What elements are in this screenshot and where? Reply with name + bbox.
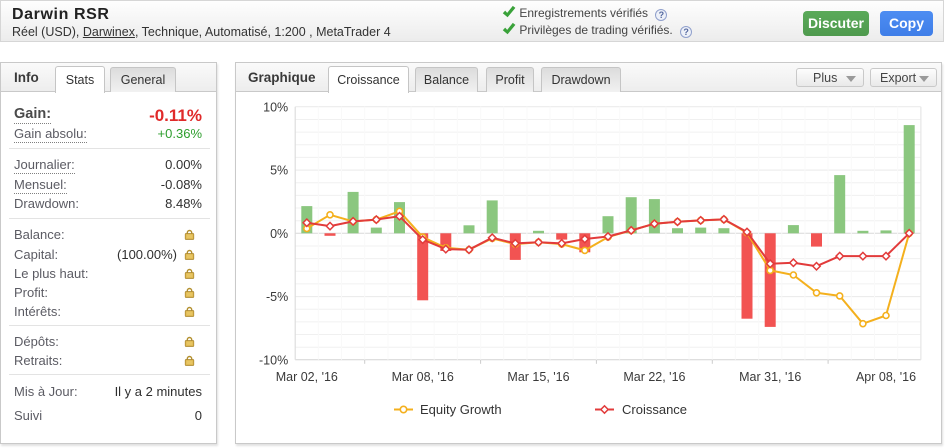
svg-text:Mar 22, '16: Mar 22, '16 — [623, 370, 685, 384]
svg-text:-5%: -5% — [266, 290, 288, 304]
svg-text:Mar 31, '16: Mar 31, '16 — [739, 370, 801, 384]
svg-text:Mar 02, '16: Mar 02, '16 — [276, 370, 338, 384]
svg-text:Mar 15, '16: Mar 15, '16 — [507, 370, 569, 384]
svg-text:10%: 10% — [263, 100, 288, 114]
svg-text:Mar 08, '16: Mar 08, '16 — [392, 370, 454, 384]
svg-text:-10%: -10% — [259, 353, 288, 367]
svg-text:Equity Growth: Equity Growth — [420, 402, 502, 417]
svg-text:Croissance: Croissance — [622, 402, 687, 417]
svg-text:0%: 0% — [270, 227, 288, 241]
svg-text:5%: 5% — [270, 164, 288, 178]
svg-text:Apr 08, '16: Apr 08, '16 — [856, 370, 916, 384]
